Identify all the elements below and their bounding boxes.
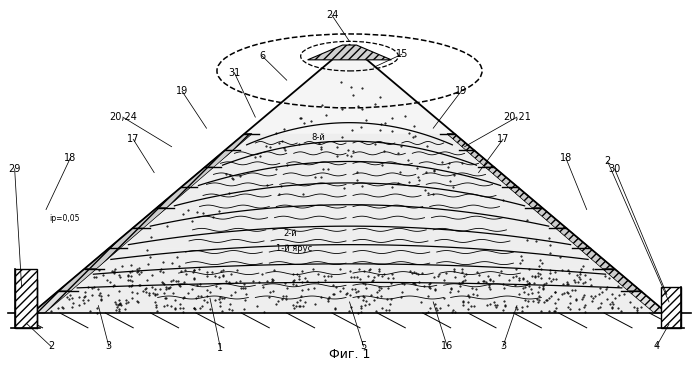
Text: 16: 16 [441,341,453,351]
Text: 6: 6 [259,51,266,61]
Polygon shape [85,248,120,269]
Polygon shape [628,291,667,313]
Polygon shape [556,228,590,248]
Polygon shape [189,167,510,187]
Polygon shape [109,228,143,248]
Polygon shape [96,248,603,269]
Text: Фиг. 1: Фиг. 1 [329,348,370,361]
Polygon shape [58,269,96,291]
Text: 8-й: 8-й [311,133,325,142]
Text: 18: 18 [64,153,77,163]
Polygon shape [205,150,233,167]
Polygon shape [532,208,566,228]
Polygon shape [166,187,533,208]
Text: 1-й ярус: 1-й ярус [275,244,312,253]
Polygon shape [32,291,71,313]
Polygon shape [181,167,214,187]
Polygon shape [85,248,120,269]
Text: 3: 3 [106,341,112,351]
Polygon shape [157,187,190,208]
Polygon shape [509,187,542,208]
Polygon shape [466,150,494,167]
Polygon shape [109,228,143,248]
Text: 17: 17 [497,134,509,144]
Text: 2-й: 2-й [283,229,297,238]
Text: 19: 19 [455,86,467,96]
Polygon shape [120,228,579,248]
Text: 24: 24 [326,10,338,20]
Polygon shape [58,269,96,291]
Polygon shape [213,150,486,167]
Text: 17: 17 [127,134,139,144]
Text: 4: 4 [654,341,660,351]
Polygon shape [485,167,518,187]
Text: 18: 18 [560,153,572,163]
Text: 20,21: 20,21 [503,112,531,122]
Polygon shape [447,134,475,150]
Text: 1: 1 [217,343,224,353]
Polygon shape [133,208,167,228]
Text: 2: 2 [48,341,54,351]
Text: 2: 2 [605,157,611,167]
Polygon shape [224,134,252,150]
Polygon shape [181,167,214,187]
Text: 5: 5 [360,341,366,351]
Polygon shape [556,228,590,248]
Text: iр=0,05: iр=0,05 [50,214,80,223]
Polygon shape [579,248,614,269]
Polygon shape [71,269,628,291]
Text: 31: 31 [229,68,240,78]
Polygon shape [232,134,467,150]
Polygon shape [32,45,667,313]
Text: 29: 29 [8,164,21,174]
Polygon shape [308,45,391,60]
Text: 20,24: 20,24 [109,112,137,122]
Polygon shape [15,269,37,328]
Polygon shape [133,208,167,228]
Polygon shape [603,269,641,291]
Text: 30: 30 [608,164,621,174]
Polygon shape [143,208,556,228]
Polygon shape [447,134,475,150]
Polygon shape [661,287,681,328]
Text: 3: 3 [500,341,506,351]
Polygon shape [466,150,494,167]
Polygon shape [205,150,233,167]
Text: 19: 19 [176,86,188,96]
Polygon shape [485,167,518,187]
Text: 15: 15 [396,49,408,59]
Polygon shape [532,208,566,228]
Polygon shape [509,187,542,208]
Polygon shape [603,269,641,291]
Polygon shape [45,291,654,313]
Polygon shape [157,187,190,208]
Polygon shape [579,248,614,269]
Polygon shape [224,134,252,150]
